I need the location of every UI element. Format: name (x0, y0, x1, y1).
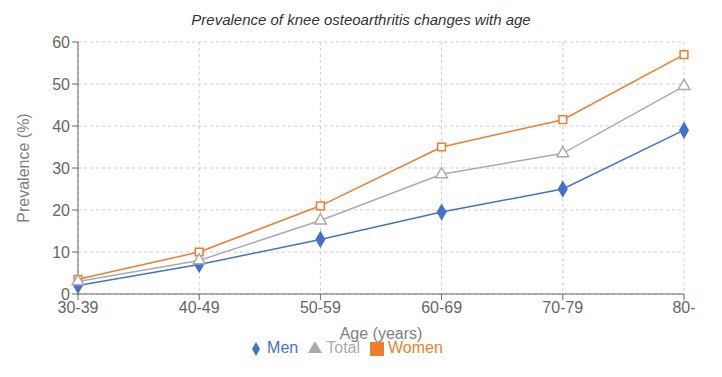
svg-text:40-49: 40-49 (179, 299, 220, 316)
svg-text:60-69: 60-69 (421, 299, 462, 316)
svg-text:30: 30 (52, 160, 70, 177)
html-text:Men: Men (267, 339, 299, 356)
svg-text:80-: 80- (672, 299, 695, 316)
html-text:Total: Total (326, 339, 360, 356)
svg-text:30-39: 30-39 (57, 299, 99, 317)
svg-text:70-79: 70-79 (542, 299, 583, 316)
svg-text:10: 10 (52, 244, 70, 261)
svg-text:50-59: 50-59 (300, 299, 341, 316)
svg-text:60: 60 (52, 34, 70, 51)
svg-text:50: 50 (52, 76, 70, 93)
svg-text:20: 20 (52, 202, 70, 219)
svg-text:40: 40 (52, 118, 70, 135)
html-text:Women: Women (388, 339, 443, 356)
svg-text:0: 0 (61, 286, 70, 303)
svg-text:Age (years): Age (years) (340, 325, 423, 342)
svg-text:Prevalence (%): Prevalence (%) (15, 113, 32, 222)
html-text:Prevalence of knee osteoarthri: Prevalence of knee osteoarthritis change… (191, 11, 531, 28)
